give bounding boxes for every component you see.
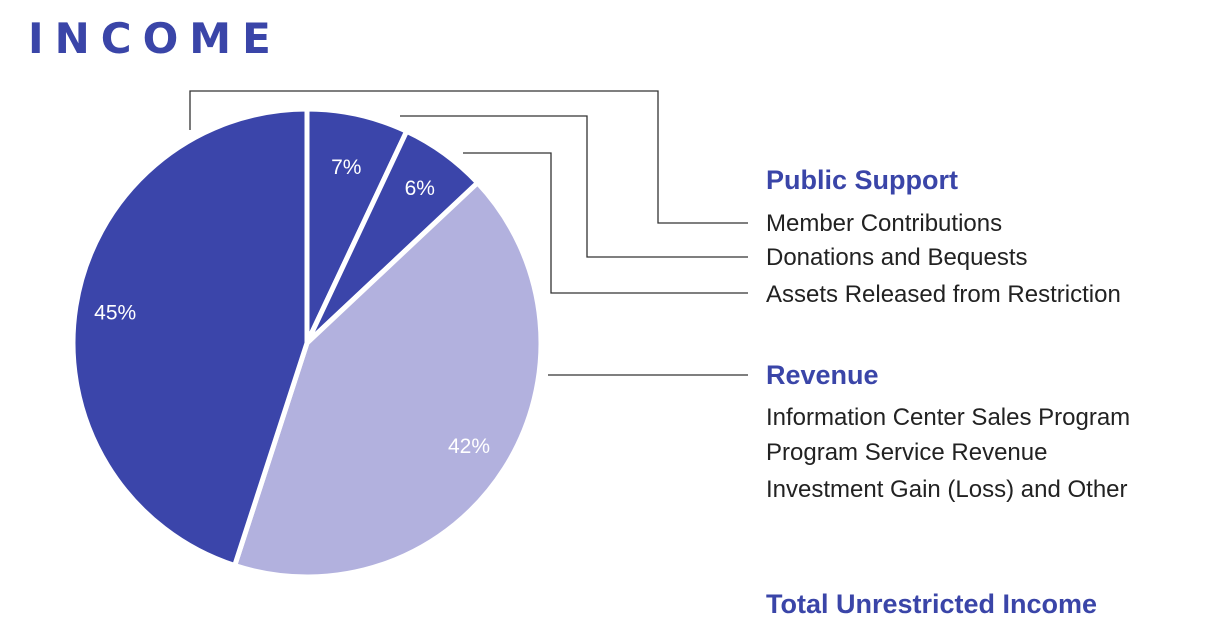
legend-item-donations-and-bequests: Donations and Bequests (766, 244, 1028, 271)
slice-labels: 7% 6% 42% 45% (94, 156, 490, 458)
slice-42-percent (232, 180, 544, 580)
legend-item-assets-released: Assets Released from Restriction (766, 281, 1121, 308)
legend-heading-revenue: Revenue (766, 360, 879, 390)
legend-heading-public-support: Public Support (766, 165, 958, 195)
slice-label-6-percent: 6% (405, 177, 435, 200)
leader-line-member-contributions (189, 90, 748, 224)
pie-slices (70, 106, 544, 580)
slice-45-percent (70, 106, 310, 569)
legend-item-program-service-revenue: Program Service Revenue (766, 439, 1048, 466)
slice-label-45-percent: 45% (94, 302, 136, 325)
slice-label-42-percent: 42% (448, 435, 490, 458)
total-unrestricted-income-label: Total Unrestricted Income (766, 589, 1098, 619)
legend-item-investment-gain: Investment Gain (Loss) and Other (766, 476, 1128, 503)
leader-line-assets-released (463, 152, 748, 294)
leader-lines (189, 90, 748, 376)
slice-label-7-percent: 7% (331, 156, 361, 179)
legend-item-information-center-sales: Information Center Sales Program (766, 404, 1131, 431)
page-title: INCOME (28, 14, 282, 63)
legend-item-member-contributions: Member Contributions (766, 210, 1003, 237)
leader-line-donations (400, 115, 748, 258)
